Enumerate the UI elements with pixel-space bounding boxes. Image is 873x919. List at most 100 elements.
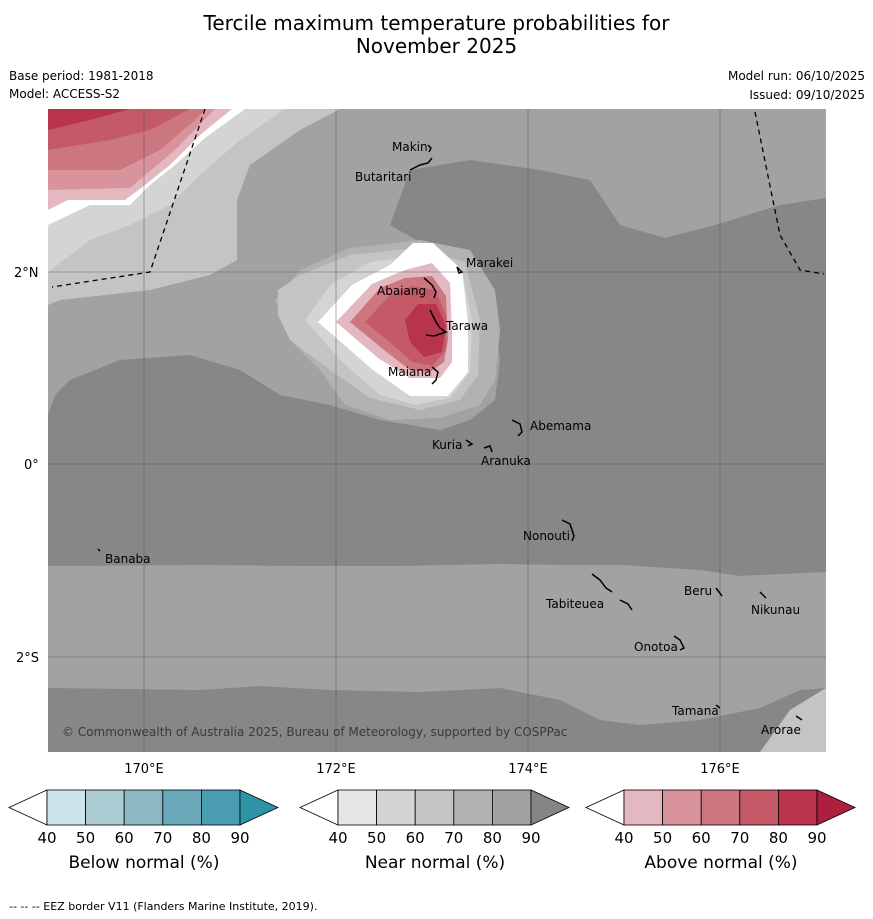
colorbar-near-min-arrow [299, 789, 339, 826]
colorbar-above-label: Above normal (%) [644, 853, 798, 873]
label-abemama: Abemama [530, 419, 591, 433]
label-beru: Beru [684, 584, 712, 598]
colorbar-below-tick: 60 [114, 829, 134, 847]
place-labels: Makin Butaritari Marakei Abaiang Tarawa … [62, 140, 801, 739]
colorbar-above-tick: 40 [614, 829, 634, 847]
label-tabiteuea: Tabiteuea [545, 597, 604, 611]
island-makin-shape [427, 144, 432, 153]
label-tamana: Tamana [671, 704, 719, 718]
colorbar-below-tick: 70 [153, 829, 173, 847]
map-title: Tercile maximum temperature probabilitie… [0, 12, 873, 58]
colorbar-near-segment [453, 789, 493, 826]
colorbar-above-tick: 90 [807, 829, 827, 847]
island-tabiteuea-south-shape [619, 599, 633, 611]
lon-label-172e: 172°E [316, 762, 356, 777]
colorbar-near-label: Near normal (%) [364, 853, 506, 873]
colorbar-near-tick: 80 [482, 829, 502, 847]
near-normal-se-light [760, 688, 826, 752]
above-normal-nw-80-90 [48, 109, 130, 130]
island-tabiteuea-north-shape [591, 573, 613, 593]
colorbar-above-min-arrow [585, 789, 625, 826]
colorbar-near-segment [414, 789, 455, 826]
colorbar-above-tick: 70 [730, 829, 750, 847]
label-aranuka: Aranuka [481, 454, 531, 468]
colorbar-below-max-arrow [239, 789, 279, 826]
label-tarawa: Tarawa [445, 319, 488, 333]
eez-border-east [754, 111, 825, 275]
colorbar-below-segment [200, 789, 241, 826]
island-arorae-shape [795, 715, 803, 721]
colorbar-below-segment [46, 789, 86, 826]
island-butaritari-shape [409, 157, 433, 171]
colorbar-near-tick: 40 [328, 829, 348, 847]
footer-note: -- -- -- EEZ border V11 (Flanders Marine… [9, 900, 318, 913]
lat-label-0: 0° [24, 458, 39, 473]
lat-label-2n: 2°N [14, 266, 39, 281]
colorbar-above-tick: 50 [653, 829, 673, 847]
above-normal-80-90-area [405, 304, 446, 357]
label-abaiang: Abaiang [377, 284, 426, 298]
colorbars [8, 789, 856, 826]
island-nikunau-shape [759, 591, 767, 599]
label-nikunau: Nikunau [751, 603, 800, 617]
label-makin: Makin [392, 140, 428, 154]
colorbar-below-min-arrow [8, 789, 48, 826]
island-banaba-shape [97, 548, 101, 552]
colorbar-near-segment [376, 789, 416, 826]
island-beru-shape [715, 587, 723, 597]
colorbar-below-tick: 40 [37, 829, 57, 847]
colorbar-above-segment [778, 789, 818, 826]
colorbar-above-segment [623, 789, 663, 826]
island-tamana-shape [715, 704, 721, 709]
colorbar-above-max-arrow [816, 789, 856, 826]
island-maiana-shape [431, 366, 439, 385]
eez-border [51, 109, 825, 288]
colorbar-below-label: Below normal (%) [68, 853, 220, 873]
title-line-2: November 2025 [355, 34, 518, 58]
label-marakei: Marakei [466, 256, 513, 270]
label-butaritari: Butaritari [355, 170, 412, 184]
island-onotoa-shape [673, 635, 686, 651]
graticule [48, 109, 826, 752]
colorbar-near-tick: 60 [405, 829, 425, 847]
label-maiana: Maiana [388, 365, 431, 379]
near-normal-70-80-area [48, 160, 826, 576]
model-run: Model run: 06/10/2025 [727, 69, 865, 83]
map-contours [48, 109, 826, 752]
colorbar-below-segment [85, 789, 125, 826]
lon-label-174e: 174°E [508, 762, 548, 777]
label-nonouti: Nonouti [523, 529, 570, 543]
colorbar-below-segment [123, 789, 164, 826]
axis-labels: 2°N 0° 2°S 170°E 172°E 174°E 176°E [14, 266, 740, 777]
label-arorae: Arorae [761, 723, 801, 737]
lat-label-2s: 2°S [16, 651, 39, 666]
colorbar-near-max-arrow [530, 789, 570, 826]
colorbar-near-segment [491, 789, 532, 826]
island-tarawa-shape [425, 309, 448, 337]
colorbar-below-tick: 90 [230, 829, 250, 847]
copyright-notice: © Commonwealth of Australia 2025, Bureau… [62, 725, 567, 739]
colorbar-near-tick: 70 [444, 829, 464, 847]
label-onotoa: Onotoa [634, 640, 678, 654]
issued-date: Issued: 09/10/2025 [749, 88, 865, 102]
islands [97, 144, 803, 721]
lon-label-176e: 176°E [700, 762, 740, 777]
colorbar-below-tick: 50 [76, 829, 96, 847]
colorbar-above-segment [662, 789, 702, 826]
colorbar-above-segment [700, 789, 741, 826]
island-nonouti-shape [561, 519, 575, 542]
near-normal-south-band [48, 686, 826, 752]
colorbar-below-segment [162, 789, 202, 826]
title-line-1: Tercile maximum temperature probabilitie… [203, 11, 670, 35]
island-aranuka-shape [483, 445, 493, 453]
colorbar-near-tick: 90 [521, 829, 541, 847]
colorbar-above-tick: 60 [691, 829, 711, 847]
colorbar-near-segment [337, 789, 377, 826]
colorbar-above-segment [739, 789, 779, 826]
eez-border-west [51, 109, 206, 288]
base-period: Base period: 1981-2018 [9, 69, 154, 83]
island-abemama-shape [511, 419, 523, 437]
colorbar-above-tick: 80 [768, 829, 788, 847]
colorbar-near-tick: 50 [367, 829, 387, 847]
